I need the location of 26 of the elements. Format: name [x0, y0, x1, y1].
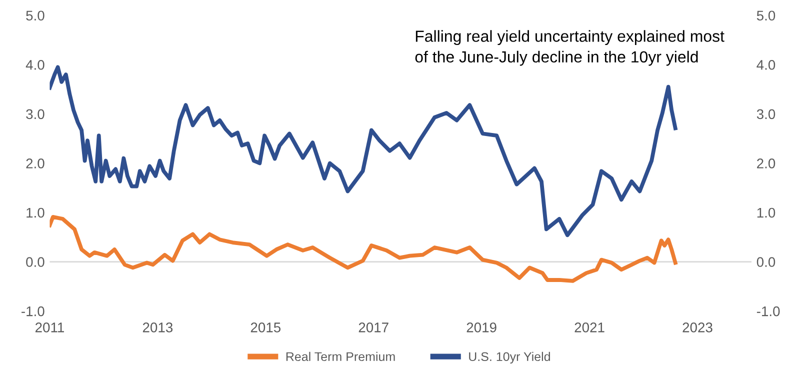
x-tick-label: 2015 [250, 322, 281, 332]
y-tick-label: -1.0 [22, 306, 44, 316]
legend-label: Real Term Premium [286, 352, 395, 362]
line-series [50, 214, 678, 283]
y-tick-label: 4.0 [26, 60, 44, 70]
y2-tick-label: 3.0 [756, 109, 776, 120]
y2-tick-label: 1.0 [757, 208, 776, 218]
y-tick-label: 5.0 [26, 10, 44, 21]
y2-tick-label: 0.0 [756, 257, 776, 267]
y2-tick-label: -1.0 [756, 306, 780, 316]
annotation: Falling real yield uncertainty explained most of the June-July decline in the 10yr yield [415, 30, 724, 66]
x-tick-label: 2019 [466, 322, 496, 332]
y-tick-label: 0.0 [26, 257, 44, 267]
legend-label: U.S. 10yr Yield [469, 352, 550, 364]
x-tick-label: 2017 [358, 322, 388, 332]
y-tick-label: 1.0 [26, 208, 44, 218]
y-tick-label: 2.0 [26, 158, 44, 168]
x-tick-label: 2023 [682, 322, 712, 332]
x-tick-label: 2011 [35, 322, 64, 332]
x-tick-label: 2013 [142, 322, 173, 332]
line-series [50, 65, 678, 238]
y2-tick-label: 2.0 [757, 158, 776, 168]
y-tick-label: 3.0 [26, 109, 44, 120]
y2-tick-label: 5.0 [756, 10, 776, 21]
x-tick-label: 2021 [574, 322, 604, 332]
y2-tick-label: 4.0 [756, 60, 776, 70]
